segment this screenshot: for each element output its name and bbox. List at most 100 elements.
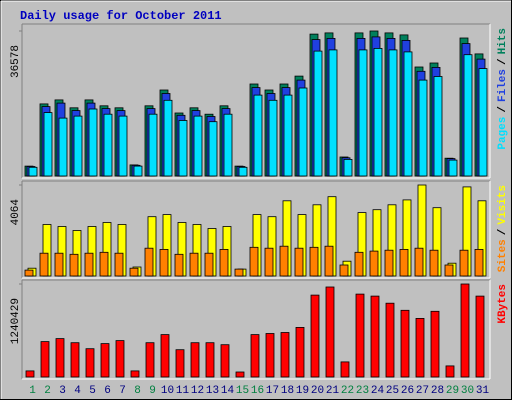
bar (43, 112, 53, 177)
bar (400, 309, 410, 378)
bar (208, 121, 218, 177)
bar (264, 247, 274, 277)
bar (69, 253, 79, 277)
x-tick-label: 2 (44, 385, 51, 397)
x-tick-label: 13 (206, 385, 219, 397)
legend-entry: Hits (497, 28, 509, 54)
bar (325, 286, 335, 378)
bar (40, 341, 50, 378)
bar (235, 371, 245, 378)
bar (70, 342, 80, 378)
bar (193, 115, 203, 177)
x-tick-label: 31 (476, 385, 490, 397)
bar (313, 50, 323, 177)
x-tick-label: 18 (281, 385, 294, 397)
x-tick-label: 25 (386, 385, 399, 397)
y-tick-label: 1240429 (10, 298, 22, 344)
bar (388, 49, 398, 177)
bar (144, 247, 154, 277)
bar (295, 326, 305, 378)
bar (39, 252, 49, 277)
bar (175, 349, 185, 378)
bar (159, 248, 169, 277)
bar (54, 252, 64, 277)
x-tick-label: 9 (149, 385, 156, 397)
x-tick-label: 4 (74, 385, 81, 397)
x-tick-label: 30 (461, 385, 474, 397)
bar (478, 68, 488, 177)
bar (58, 117, 68, 177)
bar (148, 113, 158, 177)
bar (234, 268, 244, 277)
legend-separator: / (497, 58, 509, 65)
bar (190, 342, 200, 378)
bar (324, 245, 334, 277)
legend-entry: Files (497, 69, 509, 102)
bar (100, 343, 110, 378)
x-tick-label: 10 (161, 385, 174, 397)
bar (145, 342, 155, 378)
bar (444, 264, 454, 277)
bar (373, 48, 383, 177)
x-tick-label: 12 (191, 385, 204, 397)
bar (163, 99, 173, 177)
bar (298, 87, 308, 177)
legend-entry: KBytes (497, 284, 509, 324)
bar (460, 283, 470, 378)
bar (280, 332, 290, 378)
legend-entry: Visits (497, 185, 509, 225)
bar (99, 251, 109, 277)
bar (223, 113, 233, 177)
bar (430, 310, 440, 378)
bar (103, 113, 113, 177)
bar (294, 247, 304, 277)
bar (459, 249, 469, 277)
bar (73, 115, 83, 177)
bar (475, 295, 485, 378)
x-tick-label: 29 (446, 385, 459, 397)
bar (204, 252, 214, 277)
bar (309, 246, 319, 277)
bar (265, 333, 275, 378)
x-tick-label: 3 (59, 385, 66, 397)
x-tick-label: 21 (326, 385, 340, 397)
bar (354, 251, 364, 277)
chart-title: Daily usage for October 2011 (20, 9, 222, 23)
x-tick-label: 27 (416, 385, 429, 397)
bar (130, 370, 140, 378)
bar (114, 252, 124, 277)
x-tick-label: 15 (236, 385, 249, 397)
bar (115, 340, 125, 378)
legend: Pages / Files / Hits (497, 28, 509, 150)
x-tick-label: 20 (311, 385, 324, 397)
bar (385, 302, 395, 378)
bar (178, 120, 188, 177)
bar (384, 249, 394, 277)
legend-entry: Sites (497, 239, 509, 272)
bar (25, 370, 35, 378)
bar (310, 294, 320, 378)
legend-separator: / (497, 228, 509, 235)
x-tick-label: 28 (431, 385, 444, 397)
bar (429, 249, 439, 277)
bar (220, 344, 230, 378)
bar (24, 269, 34, 277)
bar (189, 252, 199, 277)
x-tick-label: 5 (89, 385, 96, 397)
x-tick-label: 24 (371, 385, 385, 397)
bar (369, 250, 379, 277)
bar (370, 295, 380, 378)
bar (399, 248, 409, 277)
bar (118, 115, 128, 177)
bar (358, 49, 368, 177)
bar (403, 51, 413, 177)
bar (133, 165, 143, 177)
bar (279, 245, 289, 277)
x-tick-label: 6 (104, 385, 111, 397)
bar (174, 253, 184, 277)
bar (433, 76, 443, 177)
bar (448, 159, 458, 177)
x-tick-label: 11 (176, 385, 190, 397)
bar (238, 166, 248, 177)
